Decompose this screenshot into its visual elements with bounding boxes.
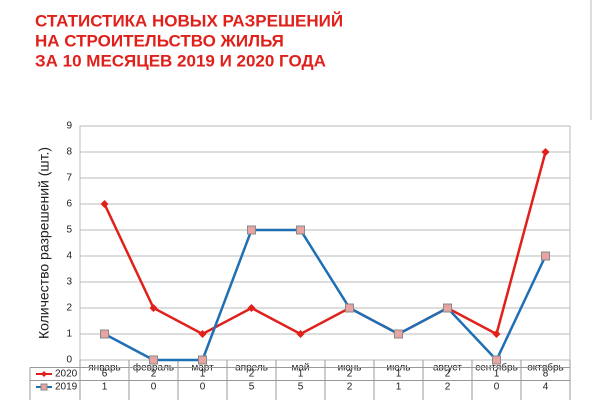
x-tick-label: март <box>191 363 214 374</box>
y-axis-label: Количество разрешений (шт.) <box>36 147 52 339</box>
table-value: 2 <box>445 382 451 393</box>
point <box>198 355 207 365</box>
table-value: 0 <box>151 382 157 393</box>
y-tick-label: 8 <box>66 147 72 158</box>
legend-marker <box>41 371 47 377</box>
point <box>296 330 305 338</box>
series-line <box>103 228 547 363</box>
table-value: 4 <box>543 382 549 393</box>
y-tick-label: 6 <box>66 199 72 210</box>
point <box>541 148 550 156</box>
chart-title: СТАТИСТИКА НОВЫХ РАЗРЕШЕНИЙ <box>35 11 343 30</box>
legend-label: 2020 <box>55 369 78 380</box>
table-value: 0 <box>494 382 500 393</box>
point <box>149 355 158 365</box>
x-tick-label: январь <box>88 363 120 374</box>
y-tick-label: 0 <box>66 355 72 366</box>
point <box>247 225 256 235</box>
chart-title: НА СТРОИТЕЛЬСТВО ЖИЛЬЯ <box>35 31 284 50</box>
x-tick-label: май <box>291 363 309 374</box>
table-value: 0 <box>200 382 206 393</box>
x-tick-label: август <box>433 363 462 374</box>
table-value: 2 <box>347 369 353 380</box>
point <box>247 304 256 312</box>
table-value: 2 <box>249 369 255 380</box>
point <box>492 355 501 365</box>
table-value: 1 <box>396 382 402 393</box>
table-value: 1 <box>102 382 108 393</box>
y-tick-label: 2 <box>66 303 72 314</box>
table-value: 2 <box>151 369 157 380</box>
table-value: 1 <box>298 369 304 380</box>
y-tick-label: 9 <box>66 121 72 132</box>
series-line <box>103 151 547 336</box>
table-value: 5 <box>298 382 304 393</box>
point <box>100 329 109 339</box>
x-tick-label: июнь <box>338 363 362 374</box>
table-value: 2 <box>445 369 451 380</box>
y-tick-label: 3 <box>66 277 72 288</box>
point <box>394 329 403 339</box>
legend-label: 2019 <box>55 382 78 393</box>
point <box>149 304 158 312</box>
x-tick-label: апрель <box>235 363 268 374</box>
y-tick-label: 4 <box>66 251 72 262</box>
table-value: 6 <box>102 369 108 380</box>
point <box>443 303 452 313</box>
point <box>296 225 305 235</box>
table-value: 1 <box>494 369 500 380</box>
y-tick-label: 1 <box>66 329 72 340</box>
legend-marker <box>40 383 48 391</box>
table-value: 8 <box>543 369 549 380</box>
point <box>541 251 550 261</box>
table-value: 1 <box>396 369 402 380</box>
y-tick-label: 7 <box>66 173 72 184</box>
table-value: 5 <box>249 382 255 393</box>
table-value: 2 <box>347 382 353 393</box>
point <box>345 303 354 313</box>
chart-title: ЗА 10 МЕСЯЦЕВ 2019 И 2020 ГОДА <box>35 51 326 70</box>
x-tick-label: июль <box>387 363 411 374</box>
y-tick-label: 5 <box>66 225 72 236</box>
point <box>492 330 501 338</box>
plot-area <box>79 125 571 361</box>
point <box>198 330 207 338</box>
point <box>100 200 109 208</box>
table-value: 1 <box>200 369 206 380</box>
